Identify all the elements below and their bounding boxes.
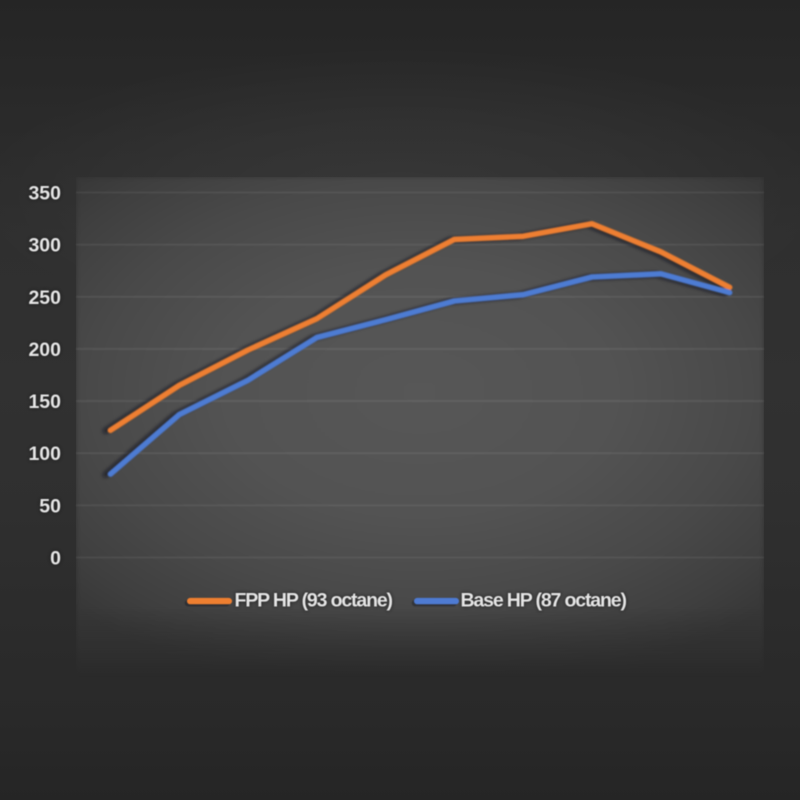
svg-text:300: 300: [28, 235, 61, 257]
svg-text:FPP HP (93 octane): FPP HP (93 octane): [235, 590, 393, 612]
svg-text:Base HP (87 octane): Base HP (87 octane): [461, 590, 627, 612]
svg-text:100: 100: [28, 443, 61, 465]
svg-text:0: 0: [50, 548, 61, 570]
svg-text:250: 250: [28, 287, 61, 309]
svg-text:150: 150: [28, 391, 61, 413]
svg-text:350: 350: [28, 183, 61, 205]
svg-text:200: 200: [28, 339, 61, 361]
svg-text:50: 50: [39, 495, 61, 517]
